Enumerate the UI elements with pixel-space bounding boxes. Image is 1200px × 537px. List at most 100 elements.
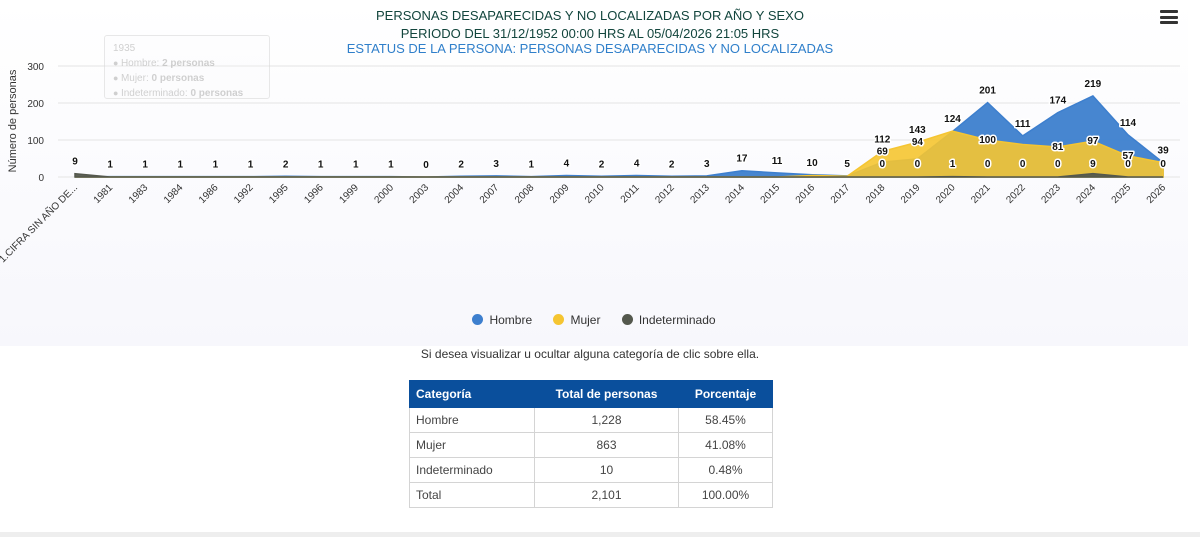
y-tick-label: 100 [27,136,44,147]
table-row: Hombre 1,228 58.45% [409,407,773,433]
data-label-indeterminado: 0 [915,159,921,170]
legend-dot [621,314,633,325]
x-tick-label: 2009 [548,182,572,206]
tooltip-row-hombre: ● Hombre: 2 personas [113,56,261,71]
data-label-indeterminado: 0 [1160,159,1166,170]
x-tick-label: 2023 [1039,182,1063,206]
tooltip-value: 0 personas [151,73,205,84]
y-tick-label: 200 [27,99,44,110]
data-label-total: 1 [107,160,113,171]
data-label-total: 1 [388,160,394,171]
x-tick-label: 2012 [653,182,677,206]
data-label-total: 124 [944,114,961,125]
hint-text: Si desea visualizar u ocultar alguna cat… [420,347,760,361]
data-label-total: 1 [248,160,254,171]
data-label-total: 2 [458,159,464,170]
table-cell: 1,228 [534,407,679,433]
table-cell: 863 [534,432,679,458]
legend-item-mujer[interactable]: Mujer [553,313,600,327]
data-label-total: 2 [669,159,675,170]
x-tick-label: 2014 [724,182,748,206]
tooltip-label: Hombre: [120,58,163,69]
data-label-total: 9 [72,157,78,168]
x-tick-label: 1996 [302,182,326,206]
chart-tooltip: 1935 ● Hombre: 2 personas ● Mujer: 0 per… [104,35,270,99]
x-tick-label: 2025 [1110,182,1134,206]
table-cell: Total [409,482,535,508]
data-label-total: 5 [844,159,850,170]
column-header-porcentaje: Porcentaje [678,380,773,408]
x-tick-label: 2016 [794,182,818,206]
data-label-total: 1 [353,160,359,171]
legend-label: Mujer [570,313,601,327]
data-label-total: 10 [807,158,819,169]
chart-legend: Hombre Mujer Indeterminado [0,313,1188,327]
data-label-mujer: 100 [979,135,996,146]
data-label-indeterminado: 9 [1090,159,1096,170]
data-label-indeterminado: 0 [880,159,886,170]
x-tick-label: 2026 [1145,182,1169,206]
data-label-total: 3 [493,159,499,170]
x-tick-label: 2000 [373,182,397,206]
x-tick-label: 2018 [864,182,888,206]
area-chart: 9 1 1 1 1 1 2 1 1 1 0 2 3 1 4 2 4 2 3 17 11 10 511214312420111… [0,62,1180,265]
table-row: Indeterminado 10 0.48% [409,457,773,483]
data-label-total: 0 [423,160,429,171]
x-tick-label: 1999 [337,182,361,206]
data-label-total: 4 [634,159,640,170]
data-label-total: 112 [874,134,891,145]
x-tick-label: 2003 [408,182,432,206]
data-label-total: 17 [736,154,748,165]
tooltip-row-mujer: ● Mujer: 0 personas [113,71,261,86]
data-label-total: 143 [909,125,926,136]
area-series-indeterminado[interactable] [74,172,1164,178]
data-label-total: 174 [1049,96,1066,107]
tooltip-label: Mujer: [120,73,152,84]
chart-menu-button[interactable] [1160,10,1178,24]
table-cell: 58.45% [678,407,773,433]
tooltip-label: Indeterminado: [120,88,191,99]
table-cell: Indeterminado [409,457,535,483]
x-tick-label: 1983 [127,182,151,206]
tooltip-value: 2 personas [162,58,215,69]
data-label-indeterminado: 1 [950,159,956,170]
tooltip-dot: ● [113,58,121,68]
data-label-indeterminado: 0 [985,159,991,170]
data-label-total: 1 [529,160,535,171]
x-tick-label: 2017 [829,182,853,206]
bottom-bar [0,532,1200,537]
data-label-total: 3 [704,159,710,170]
hamburger-icon-bar [1160,15,1178,19]
table-cell: 41.08% [678,432,773,458]
y-tick-label: 300 [27,62,44,73]
table-header-row: Categoría Total de personas Porcentaje [409,380,773,408]
x-tick-label: 1992 [232,182,256,206]
tooltip-header: 1935 [113,43,136,54]
y-tick-label: 0 [38,173,44,184]
summary-table: Categoría Total de personas Porcentaje H… [409,380,773,508]
x-tick-label: 2024 [1075,182,1099,206]
chart-subtitle: ESTATUS DE LA PERSONA: PERSONAS DESAPARE… [346,41,834,56]
data-label-total: 1 [318,160,324,171]
x-tick-label: 1984 [162,182,186,206]
data-label-total: 11 [772,156,783,167]
x-tick-label: 2013 [688,182,712,206]
table-row-total: Total 2,101 100.00% [409,482,773,508]
hamburger-icon-bar [1160,10,1178,13]
x-tick-label: 2007 [478,182,502,206]
legend-item-hombre[interactable]: Hombre [472,313,532,327]
legend-item-indeterminado[interactable]: Indeterminado [621,313,716,327]
column-header-total: Total de personas [534,380,679,408]
x-tick-label: 1981 [92,182,116,206]
data-label-indeterminado: 0 [1055,159,1061,170]
data-label-total: 111 [1015,119,1031,130]
x-tick-label: 2015 [759,182,783,206]
hamburger-icon-bar [1160,21,1178,24]
x-tick-label: 1.CIFRA SIN AÑO DE... [0,181,80,265]
x-tick-label: 2008 [513,182,537,206]
table-cell: 100.00% [678,482,773,508]
table-cell: 10 [534,457,679,483]
legend-dot [472,314,484,325]
chart-title: PERSONAS DESAPARECIDAS Y NO LOCALIZADAS … [376,8,804,23]
data-label-total: 4 [564,159,570,170]
